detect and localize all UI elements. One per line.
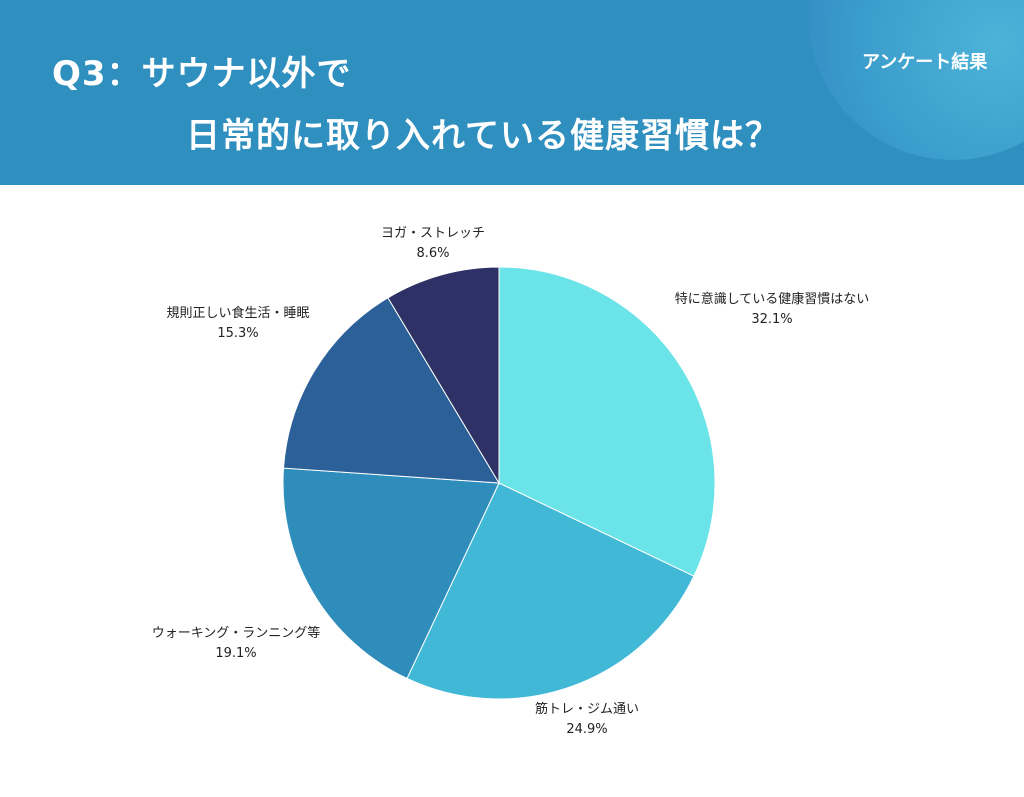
slice-value-label-2: 24.9% <box>566 722 607 737</box>
pie-slice-2 <box>406 482 695 700</box>
pie-slice-4 <box>282 297 500 484</box>
slice-value-label-4: 15.3% <box>217 326 258 341</box>
slice-label-1: 特に意識している健康習慣はない <box>675 291 870 307</box>
slice-label-4: 規則正しい食生活・睡眠 <box>166 305 309 321</box>
pie-slice-1 <box>498 266 716 577</box>
header-banner: Q3：サウナ以外で 日常的に取り入れている健康習慣は？ アンケート結果 <box>0 0 1024 185</box>
slice-value-label-1: 32.1% <box>751 312 792 327</box>
slice-value-label-3: 19.1% <box>215 646 256 661</box>
title-line-1: Q3：サウナ以外で <box>52 54 352 94</box>
slice-label-3: ウォーキング・ランニング等 <box>152 625 321 641</box>
slice-value-label-5: 8.6% <box>416 246 449 261</box>
survey-results-badge: アンケート結果 <box>862 52 988 73</box>
slice-label-2: 筋トレ・ジム通い <box>535 701 639 717</box>
title-line-2: 日常的に取り入れている健康習慣は？ <box>186 116 780 156</box>
slice-label-5: ヨガ・ストレッチ <box>381 226 485 241</box>
pie-slice-5 <box>387 266 500 485</box>
pie-slice-3 <box>282 467 500 680</box>
